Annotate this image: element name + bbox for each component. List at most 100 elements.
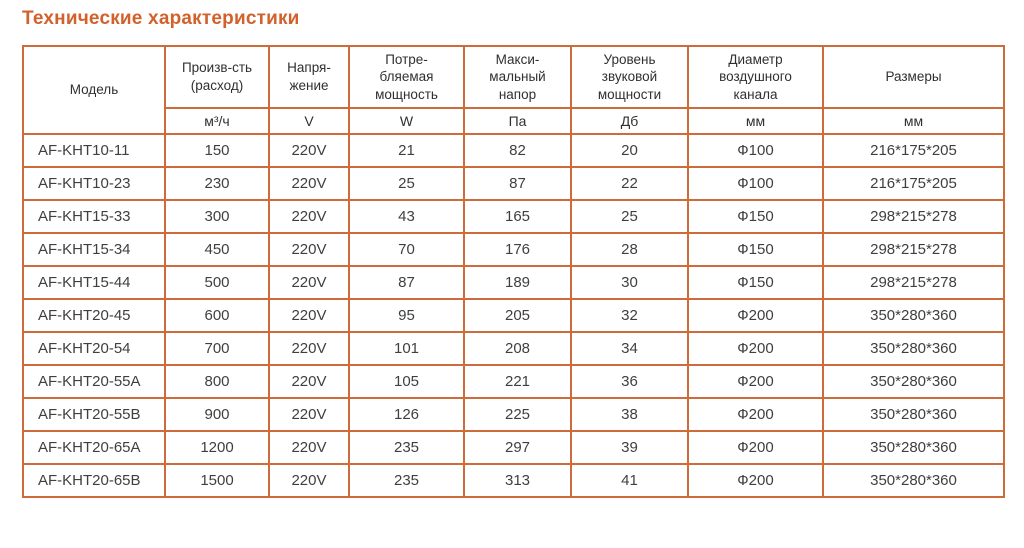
value-cell: 165: [463, 199, 572, 234]
unit-duct-diameter: мм: [687, 107, 824, 135]
column-header-model: Модель: [22, 45, 166, 135]
table-row: AF-KHT20-65B 1500 220V 235 313 41 Ф200 350*280*…: [22, 463, 1005, 498]
value-cell: Ф100: [687, 166, 824, 201]
header-labels-row: Модель Произв-сть (расход) Напря- жение …: [22, 45, 1005, 135]
table-body: AF-KHT10-11 150 220V 21 82 20 Ф100 216*175*205 A…: [22, 133, 1005, 498]
value-cell: 350*280*360: [822, 364, 1005, 399]
value-cell: 800: [164, 364, 270, 399]
value-cell: 298*215*278: [822, 265, 1005, 300]
value-cell: 221: [463, 364, 572, 399]
unit-capacity: м³/ч: [164, 107, 270, 135]
value-cell: 298*215*278: [822, 232, 1005, 267]
value-cell: 313: [463, 463, 572, 498]
table-row: AF-KHT15-34 450 220V 70 176 28 Ф150 298*215*278: [22, 232, 1005, 267]
model-cell: AF-KHT15-33: [22, 199, 166, 234]
value-cell: 21: [348, 133, 465, 168]
unit-voltage: V: [268, 107, 350, 135]
value-cell: 220V: [268, 364, 350, 399]
model-cell: AF-KHT20-45: [22, 298, 166, 333]
table-row: AF-KHT20-55A 800 220V 105 221 36 Ф200 350*280*3…: [22, 364, 1005, 399]
value-cell: 70: [348, 232, 465, 267]
table-row: AF-KHT10-23 230 220V 25 87 22 Ф100 216*175*205: [22, 166, 1005, 201]
section-title: Технические характеристики: [22, 8, 300, 29]
table-row: AF-KHT15-44 500 220V 87 189 30 Ф150 298*215*278: [22, 265, 1005, 300]
value-cell: 216*175*205: [822, 166, 1005, 201]
value-cell: 1200: [164, 430, 270, 465]
unit-noise-level: Дб: [570, 107, 689, 135]
value-cell: 101: [348, 331, 465, 366]
value-cell: 220V: [268, 232, 350, 267]
value-cell: Ф200: [687, 397, 824, 432]
value-cell: Ф200: [687, 430, 824, 465]
value-cell: 350*280*360: [822, 298, 1005, 333]
value-cell: Ф150: [687, 199, 824, 234]
value-cell: 189: [463, 265, 572, 300]
value-cell: 32: [570, 298, 689, 333]
unit-power: W: [348, 107, 465, 135]
unit-dimensions: мм: [822, 107, 1005, 135]
value-cell: 220V: [268, 133, 350, 168]
value-cell: 600: [164, 298, 270, 333]
value-cell: 220V: [268, 265, 350, 300]
value-cell: 39: [570, 430, 689, 465]
value-cell: 220V: [268, 397, 350, 432]
model-cell: AF-KHT20-65A: [22, 430, 166, 465]
column-header-max-pressure: Макси- мальный напор: [463, 45, 572, 109]
table-row: AF-KHT10-11 150 220V 21 82 20 Ф100 216*175*205: [22, 133, 1005, 168]
value-cell: 82: [463, 133, 572, 168]
value-cell: 220V: [268, 166, 350, 201]
value-cell: 220V: [268, 331, 350, 366]
model-cell: AF-KHT15-44: [22, 265, 166, 300]
table-row: AF-KHT15-33 300 220V 43 165 25 Ф150 298*215*278: [22, 199, 1005, 234]
column-header-power: Потре- бляемая мощность: [348, 45, 465, 109]
value-cell: 350*280*360: [822, 331, 1005, 366]
value-cell: 43: [348, 199, 465, 234]
value-cell: 350*280*360: [822, 463, 1005, 498]
table-row: AF-KHT20-55B 900 220V 126 225 38 Ф200 350*280*3…: [22, 397, 1005, 432]
value-cell: 225: [463, 397, 572, 432]
unit-max-pressure: Па: [463, 107, 572, 135]
model-cell: AF-KHT10-23: [22, 166, 166, 201]
value-cell: 20: [570, 133, 689, 168]
value-cell: 220V: [268, 298, 350, 333]
value-cell: 235: [348, 463, 465, 498]
value-cell: 450: [164, 232, 270, 267]
value-cell: 150: [164, 133, 270, 168]
value-cell: 34: [570, 331, 689, 366]
value-cell: 300: [164, 199, 270, 234]
value-cell: 25: [348, 166, 465, 201]
value-cell: 235: [348, 430, 465, 465]
value-cell: 208: [463, 331, 572, 366]
value-cell: 126: [348, 397, 465, 432]
column-header-dimensions: Размеры: [822, 45, 1005, 109]
value-cell: 216*175*205: [822, 133, 1005, 168]
value-cell: 30: [570, 265, 689, 300]
value-cell: Ф200: [687, 463, 824, 498]
value-cell: Ф200: [687, 364, 824, 399]
specs-table: Модель Произв-сть (расход) Напря- жение …: [22, 45, 1005, 498]
model-cell: AF-KHT10-11: [22, 133, 166, 168]
value-cell: Ф200: [687, 298, 824, 333]
model-cell: AF-KHT20-55A: [22, 364, 166, 399]
value-cell: 350*280*360: [822, 397, 1005, 432]
value-cell: 900: [164, 397, 270, 432]
table-row: AF-KHT20-45 600 220V 95 205 32 Ф200 350*280*360: [22, 298, 1005, 333]
value-cell: 230: [164, 166, 270, 201]
value-cell: 220V: [268, 430, 350, 465]
value-cell: 95: [348, 298, 465, 333]
value-cell: 36: [570, 364, 689, 399]
value-cell: 297: [463, 430, 572, 465]
value-cell: Ф100: [687, 133, 824, 168]
value-cell: 41: [570, 463, 689, 498]
value-cell: 298*215*278: [822, 199, 1005, 234]
value-cell: 220V: [268, 463, 350, 498]
column-header-duct-diameter: Диаметр воздушного канала: [687, 45, 824, 109]
table-row: AF-KHT20-54 700 220V 101 208 34 Ф200 350*280*36…: [22, 331, 1005, 366]
value-cell: 22: [570, 166, 689, 201]
column-header-voltage: Напря- жение: [268, 45, 350, 109]
header-units-row: м³/ч V W Па Дб мм мм: [23, 107, 1005, 135]
column-header-noise-level: Уровень звуковой мощности: [570, 45, 689, 109]
value-cell: 350*280*360: [822, 430, 1005, 465]
value-cell: 176: [463, 232, 572, 267]
value-cell: 38: [570, 397, 689, 432]
